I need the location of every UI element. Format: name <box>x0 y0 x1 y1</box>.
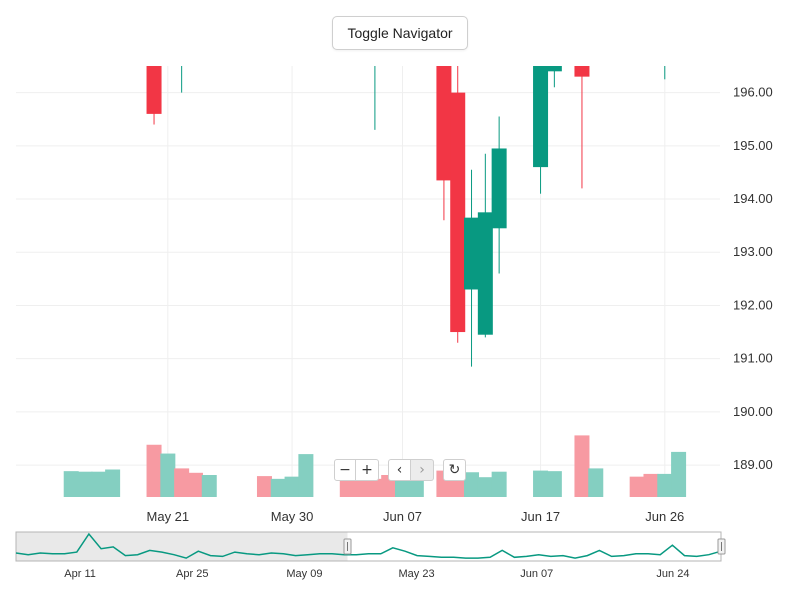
volume-bar <box>63 471 79 497</box>
volume-bar <box>105 469 121 497</box>
volume-bar <box>574 435 590 497</box>
zoom-out-button[interactable]: − <box>334 459 356 481</box>
volume-bar <box>546 471 562 497</box>
toggle-navigator-button[interactable]: Toggle Navigator <box>332 16 468 50</box>
navigator-line <box>15 532 722 559</box>
volume-bar <box>395 477 411 497</box>
volume-bar <box>174 468 190 497</box>
candle-body <box>450 92 466 333</box>
navigator-tick-label: May 23 <box>399 568 435 580</box>
candle-body <box>464 217 480 290</box>
volume-bar <box>643 473 659 497</box>
volume-bar <box>77 471 93 497</box>
navigator-tick-label: Jun 07 <box>520 568 553 580</box>
scroll-right-button[interactable]: › <box>411 459 434 481</box>
y-tick-label: 190.00 <box>733 404 773 419</box>
volume-bar <box>284 476 300 497</box>
y-tick-label: 196.00 <box>733 85 773 100</box>
reset-zoom-button[interactable]: ↻ <box>443 459 466 481</box>
volume-bar <box>160 453 176 497</box>
scroll-left-button[interactable]: ‹ <box>388 459 411 481</box>
navigator-tick-label: Jun 24 <box>656 568 689 580</box>
candle-body <box>146 66 162 114</box>
y-tick-label: 194.00 <box>733 191 773 206</box>
volume-bar <box>187 472 203 497</box>
navigator-tick-label: Apr 11 <box>64 568 96 580</box>
y-tick-label: 192.00 <box>733 297 773 312</box>
x-tick-label: Jun 17 <box>521 509 560 524</box>
volume-bar <box>146 444 162 497</box>
y-axis: 189.00 190.00 191.00 192.00 193.00 194.00 195.… <box>733 85 773 472</box>
grid-lines <box>16 66 720 497</box>
candle-body <box>491 148 507 229</box>
volume-bar <box>353 476 369 497</box>
navigator[interactable]: Apr 11 Apr 25 May 09 May 23 Jun 07 Jun 24 <box>15 531 726 580</box>
volume-bar <box>367 478 383 497</box>
x-tick-label: Jun 26 <box>645 509 684 524</box>
navigator-tick-label: May 09 <box>286 568 322 580</box>
y-tick-label: 193.00 <box>733 244 773 259</box>
candle-body <box>574 66 590 77</box>
zoom-in-button[interactable]: + <box>356 459 379 481</box>
volume-bar <box>464 472 480 497</box>
x-tick-label: Jun 07 <box>383 509 422 524</box>
volume-bar <box>491 471 507 497</box>
candles <box>146 66 666 367</box>
y-tick-label: 191.00 <box>733 351 773 366</box>
y-tick-label: 189.00 <box>733 457 773 472</box>
x-tick-label: May 21 <box>147 509 190 524</box>
volume-bar <box>588 468 604 497</box>
volume-bar <box>270 478 286 497</box>
volume-bar <box>298 454 314 497</box>
candle-body <box>436 66 452 181</box>
volume-bar <box>201 475 217 497</box>
candle-body <box>533 66 549 168</box>
volume-bar <box>657 473 673 497</box>
x-axis: May 21 May 30 Jun 07 Jun 17 Jun 26 <box>147 509 685 524</box>
volume-bar <box>671 451 687 497</box>
volume-bar <box>629 476 645 497</box>
volume-bar <box>477 477 493 497</box>
volume-bar <box>408 479 424 497</box>
x-tick-label: May 30 <box>271 509 314 524</box>
volume-bar <box>533 470 549 497</box>
volume-bar <box>339 477 355 497</box>
navigator-tick-label: Apr 25 <box>176 568 208 580</box>
navigator-ticks: Apr 11 Apr 25 May 09 May 23 Jun 07 Jun 24 <box>64 568 689 580</box>
candle-body <box>477 212 493 335</box>
candle-body <box>546 66 562 72</box>
volume-bar <box>91 471 107 497</box>
y-tick-label: 195.00 <box>733 138 773 153</box>
volume-bar <box>256 476 272 497</box>
